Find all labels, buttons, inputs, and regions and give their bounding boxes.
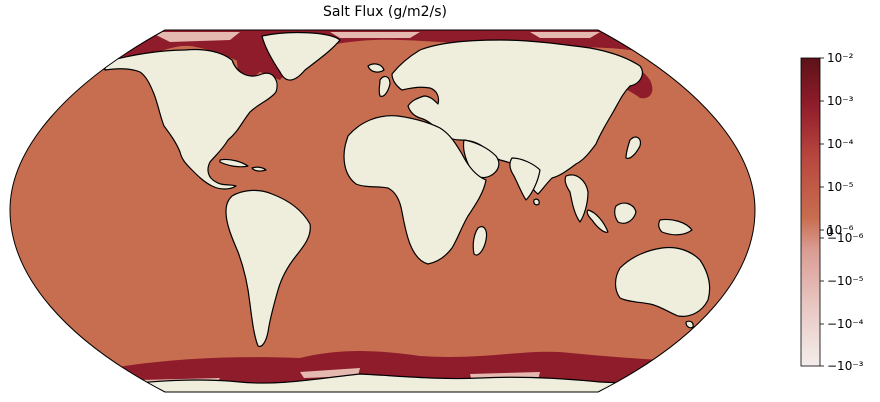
map-border xyxy=(9,29,756,393)
hudson-flux xyxy=(236,50,262,77)
colorbar-ticks: 10⁻² 10⁻³ 10⁻⁴ 10⁻⁵ 10⁻⁶−10⁻⁶ −10⁻⁵ −10⁻⁴ −10⁻³ xyxy=(820,51,864,373)
sumatra xyxy=(586,209,609,233)
india xyxy=(509,157,541,201)
new-guinea xyxy=(658,218,693,236)
landmasses xyxy=(99,31,755,392)
colorbar-tick-label: 10⁻⁶ xyxy=(827,223,854,237)
colorbar-tick-label: −10⁻⁵ xyxy=(827,274,864,288)
colorbar-tick-label: −10⁻³ xyxy=(827,359,864,373)
sri-lanka xyxy=(533,198,540,206)
north-america xyxy=(104,48,278,190)
arctic-pale-patches xyxy=(150,32,600,42)
australia xyxy=(614,246,711,317)
africa xyxy=(343,115,487,265)
cuba xyxy=(219,158,249,168)
colorbar-tick-label: 10⁻⁵ xyxy=(827,180,854,194)
colorbar-tick-label: −10⁻⁶ xyxy=(827,231,864,245)
arabian-peninsula xyxy=(462,139,500,179)
colorbar-tick-label: 10⁻² xyxy=(827,51,854,65)
hispaniola xyxy=(251,166,267,172)
colorbar-tick-label: 10⁻³ xyxy=(827,94,854,108)
colorbar-tick-label: 10⁻⁴ xyxy=(827,137,854,151)
great-britain xyxy=(378,75,391,97)
south-america xyxy=(225,189,311,347)
japan xyxy=(625,136,641,159)
colorbar-zero-label: 0 xyxy=(826,225,834,239)
colorbar xyxy=(800,57,821,367)
colorbar-tick-label: −10⁻⁴ xyxy=(827,317,864,331)
indochina xyxy=(564,174,589,223)
borneo xyxy=(614,202,637,224)
iceland xyxy=(367,63,385,73)
map-title: Salt Flux (g/m2/s) xyxy=(323,4,447,20)
new-zealand xyxy=(715,299,738,329)
tasmania xyxy=(685,320,694,329)
greenland xyxy=(261,31,341,81)
madagascar xyxy=(472,226,488,256)
